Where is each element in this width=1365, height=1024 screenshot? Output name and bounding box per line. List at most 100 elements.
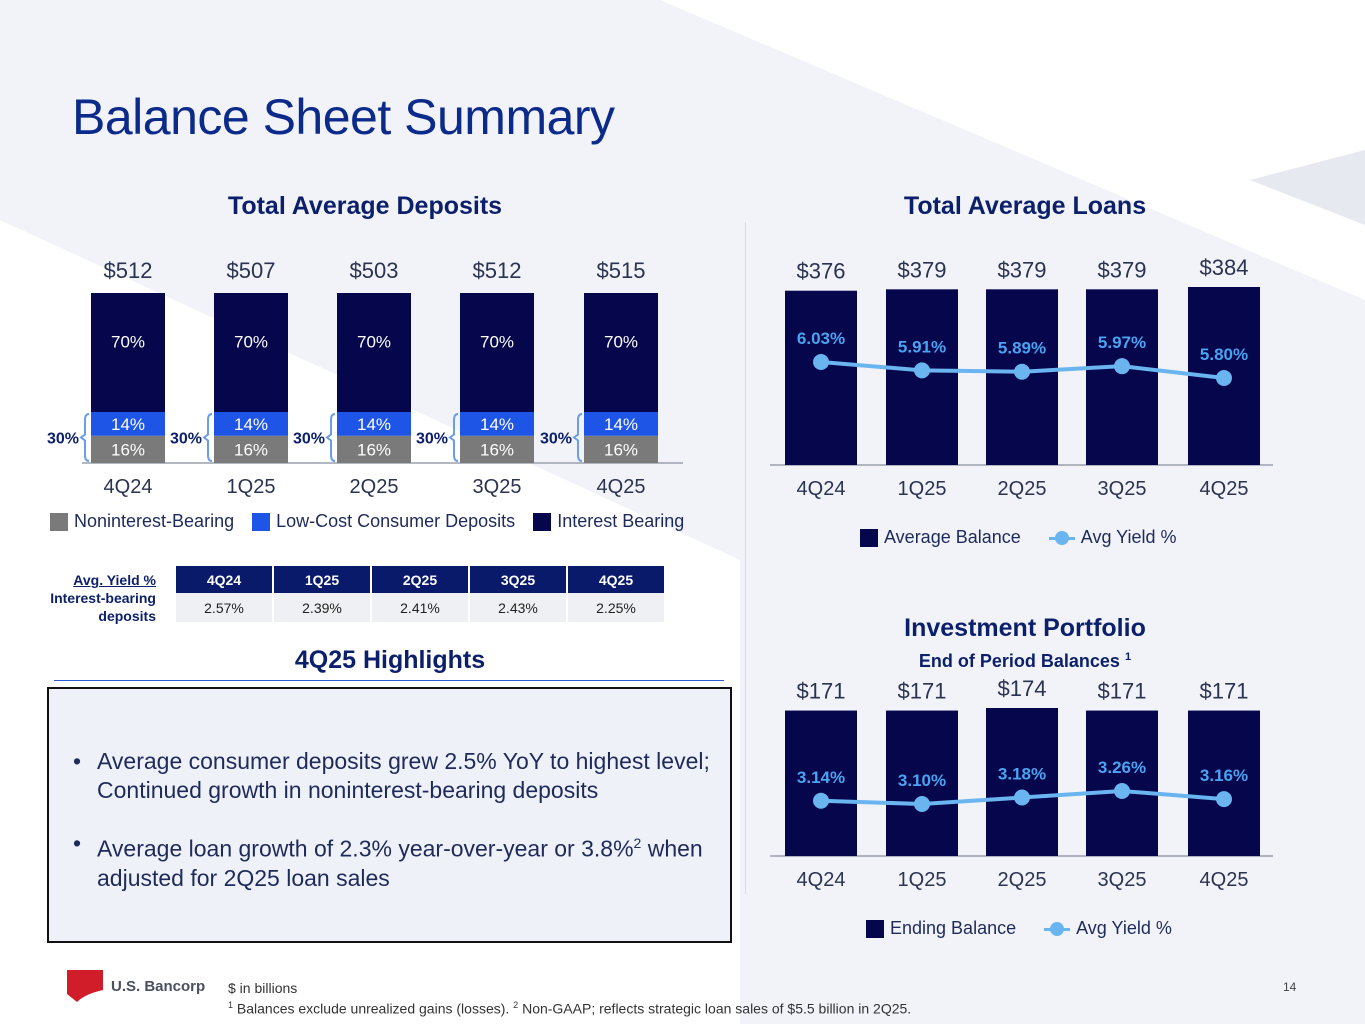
segment-label: 70% — [480, 333, 514, 352]
category-label: 1Q25 — [898, 478, 947, 500]
yield-table-header: 4Q24 — [176, 566, 272, 593]
bar-total-label: $512 — [473, 258, 522, 283]
legend-item-avg-yield: Avg Yield % — [1044, 918, 1172, 939]
yield-table-header: 1Q25 — [274, 566, 370, 593]
highlights-rule — [54, 680, 724, 681]
bracket — [202, 413, 213, 462]
category-label: 1Q25 — [898, 869, 947, 891]
category-label: 3Q25 — [1098, 869, 1147, 891]
bar-value-label: $379 — [1098, 257, 1147, 282]
yield-point — [813, 792, 829, 809]
bracket-label: 30% — [540, 431, 572, 448]
bar-segment-noninterest-bearing — [337, 435, 411, 463]
yield-table-cell: 2.57% — [176, 593, 272, 622]
legend-line-marker — [1048, 529, 1075, 547]
highlights-box: Average consumer deposits grew 2.5% YoY … — [47, 687, 732, 943]
bar-total-label: $503 — [350, 258, 399, 283]
bracket — [325, 413, 336, 462]
category-label: 2Q25 — [998, 478, 1047, 500]
yield-point — [914, 362, 930, 379]
investment-legend: Ending Balance Avg Yield % — [866, 918, 1172, 939]
bar-value-label: $171 — [797, 679, 846, 704]
bar-segment-low-cost-consumer-deposits — [214, 412, 288, 436]
investment-chart-subtitle: End of Period Balances 1 — [918, 651, 1132, 671]
legend-swatch-navy — [866, 919, 884, 938]
category-label: 2Q25 — [350, 476, 399, 498]
category-label: 4Q24 — [797, 478, 846, 500]
bar — [1086, 289, 1158, 465]
yield-point — [1014, 789, 1030, 806]
segment-label: 14% — [234, 415, 268, 434]
yield-point — [1216, 791, 1232, 808]
segment-label: 16% — [234, 440, 268, 459]
yield-table-cell: 2.41% — [372, 593, 468, 622]
bar — [785, 290, 857, 465]
bar-value-label: $376 — [797, 259, 846, 284]
segment-label: 16% — [604, 440, 638, 459]
legend-label: Low-Cost Consumer Deposits — [276, 511, 516, 531]
bar-total-label: $507 — [227, 258, 276, 283]
bracket — [79, 413, 90, 462]
yield-label: 5.91% — [898, 337, 946, 356]
bar-segment-noninterest-bearing — [214, 435, 288, 463]
segment-label: 16% — [111, 440, 145, 459]
bar-segment-noninterest-bearing — [584, 435, 658, 463]
loans-chart-title: Total Average Loans — [903, 192, 1147, 220]
bar-value-label: $171 — [898, 679, 947, 704]
yield-table-header: 2Q25 — [372, 566, 468, 593]
legend-label: Avg Yield % — [1080, 527, 1177, 547]
bar-value-label: $171 — [1200, 679, 1249, 704]
footnote-marker: 1 — [1124, 651, 1132, 663]
highlight-bullet: Average consumer deposits grew 2.5% YoY … — [73, 747, 710, 805]
investment-chart-title: Investment Portfolio — [904, 614, 1146, 642]
bar-segment-noninterest-bearing — [91, 435, 165, 463]
footnote-units: $ in billions — [228, 980, 298, 996]
bar — [1188, 710, 1260, 856]
yield-point — [914, 796, 930, 812]
yield-label-line3: deposits — [98, 608, 156, 624]
legend-swatch-blue — [252, 512, 271, 531]
column-divider — [745, 222, 746, 894]
bar-segment-low-cost-consumer-deposits — [460, 412, 534, 436]
legend-item-average-balance: Average Balance — [860, 527, 1021, 548]
bar — [986, 708, 1058, 856]
loans-chart: $376 4Q24 $379 1Q25 $379 2Q25 $379 3Q25 $384 4Q25… — [770, 255, 1273, 500]
page-title: Balance Sheet Summary — [72, 89, 615, 145]
legend-label: Interest Bearing — [557, 511, 685, 531]
bar-segment-interest-bearing — [91, 293, 165, 412]
legend-label: Average Balance — [884, 527, 1021, 547]
legend-item-avg-yield: Avg Yield % — [1048, 527, 1177, 548]
bar-total-label: $515 — [597, 258, 646, 283]
yield-label: 3.10% — [898, 771, 946, 790]
company-logo: U.S. Bancorp — [67, 970, 205, 1002]
category-label: 3Q25 — [473, 476, 522, 498]
yield-point — [813, 354, 829, 370]
category-label: 4Q24 — [104, 476, 153, 498]
bar — [785, 710, 857, 856]
bracket-label: 30% — [170, 431, 202, 448]
yield-table-cell: 2.43% — [470, 593, 566, 622]
segment-label: 14% — [111, 415, 145, 434]
segment-label: 14% — [604, 415, 638, 434]
segment-label: 70% — [357, 333, 391, 352]
bar-value-label: $379 — [998, 257, 1047, 282]
segment-label: 16% — [357, 440, 391, 459]
yield-label: 3.16% — [1200, 766, 1248, 785]
deposits-chart: 16% 14% 70% $512 4Q24 30% 16% 14% 70% $507 1Q25 30%… — [47, 258, 683, 498]
shield-icon — [67, 970, 103, 1002]
footnote: $ in billions 1 Balances exclude unreali… — [228, 980, 911, 1018]
bar-segment-low-cost-consumer-deposits — [584, 412, 658, 436]
category-label: 4Q24 — [797, 869, 846, 891]
segment-label: 70% — [111, 333, 145, 352]
legend-swatch-navy — [533, 512, 552, 531]
yield-table-label: Avg. Yield % Interest-bearing deposits — [20, 571, 156, 625]
bar-segment-interest-bearing — [460, 293, 534, 412]
category-label: 4Q25 — [597, 476, 646, 498]
investment-chart: $171 4Q24 $171 1Q25 $174 2Q25 $171 3Q25 $171 4Q25… — [770, 676, 1273, 891]
bar-segment-interest-bearing — [337, 293, 411, 412]
yield-label: 3.26% — [1098, 758, 1146, 777]
legend-line-marker — [1044, 920, 1071, 938]
yield-label: 6.03% — [797, 329, 845, 348]
loans-legend: Average Balance Avg Yield % — [860, 527, 1177, 548]
bar-segment-interest-bearing — [214, 293, 288, 412]
